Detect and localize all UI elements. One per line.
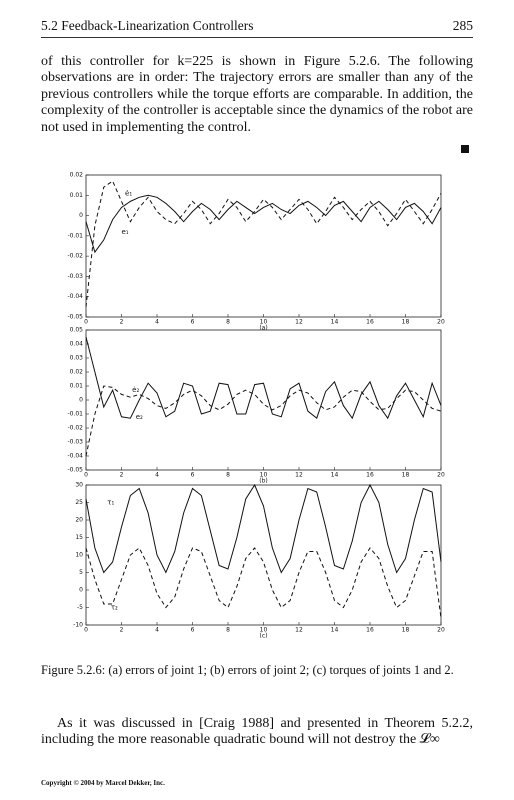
x-tick-label: 4 [155,319,159,326]
x-tick-label: 16 [366,319,374,326]
y-tick-label: 5 [79,569,83,576]
curve-label: τ₁ [107,499,114,507]
data-line [85,336,442,420]
data-line [85,194,442,254]
x-tick-label: 14 [331,319,339,326]
header-rule [41,37,473,38]
y-tick-label: 0.05 [70,327,84,334]
data-line [85,385,442,457]
y-tick-label: -0.05 [67,314,83,321]
copyright-footer: Copyright © 2004 by Marcel Dekker, Inc. [41,779,165,787]
y-tick-label: 15 [75,534,83,541]
x-axis-label: (b) [259,478,268,485]
y-tick-label: 0.04 [70,341,84,348]
y-tick-label: 30 [75,482,83,489]
y-tick-label: 0.02 [70,172,84,179]
x-tick-label: 12 [295,472,303,479]
x-tick-label: 12 [295,319,303,326]
x-tick-label: 0 [84,472,88,479]
y-tick-label: 0 [79,397,83,404]
x-tick-label: 10 [260,627,268,634]
y-tick-label: -0.05 [67,467,83,474]
x-axis-label: (c) [260,633,268,640]
x-tick-label: 2 [120,472,124,479]
x-tick-label: 8 [226,627,230,634]
y-tick-label: 25 [75,499,83,506]
x-tick-label: 14 [331,472,339,479]
data-line [85,180,442,307]
y-tick-label: -0.04 [67,453,83,460]
x-tick-label: 12 [295,627,303,634]
page-number: 285 [452,18,473,33]
section-title: 5.2 Feedback-Linearization Controllers [41,18,254,33]
curve-label: ė₂ [132,386,139,394]
y-tick-label: 10 [75,552,83,559]
x-tick-label: 4 [155,472,159,479]
y-tick-label: -0.04 [67,293,83,300]
y-tick-label: 0.03 [70,355,84,362]
data-line [85,547,442,619]
y-tick-label: 20 [75,517,83,524]
curve-label: e₁ [122,228,129,236]
x-tick-label: 4 [155,627,159,634]
y-tick-label: -0.01 [67,232,83,239]
figure-caption: Figure 5.2.6: (a) errors of joint 1; (b)… [41,663,454,677]
x-tick-label: 2 [120,319,124,326]
running-header: 5.2 Feedback-Linearization Controllers 2… [41,18,473,34]
y-tick-label: -0.01 [67,411,83,418]
y-tick-label: 0.01 [70,192,84,199]
plot-frame [85,174,442,318]
curve-label: ė₁ [125,189,132,197]
x-tick-label: 18 [402,319,410,326]
x-tick-label: 18 [402,472,410,479]
x-tick-label: 14 [331,627,339,634]
curve-label: τ₂ [111,604,118,612]
x-tick-label: 6 [191,472,195,479]
x-axis-label: (a) [259,325,267,332]
x-tick-label: 8 [226,472,230,479]
y-tick-label: 0.02 [70,369,84,376]
paragraph: As it was discussed in [Craig 1988] and … [41,716,473,748]
x-tick-label: 10 [260,319,268,326]
y-tick-label: -0.03 [67,273,83,280]
data-line [85,483,442,574]
y-tick-label: 0 [79,587,83,594]
x-tick-label: 6 [191,627,195,634]
x-tick-label: 20 [437,319,445,326]
x-tick-label: 0 [84,627,88,634]
y-tick-label: 0 [79,212,83,219]
y-tick-label: -0.02 [67,253,83,260]
x-tick-label: 2 [120,627,124,634]
y-tick-label: -5 [77,604,83,611]
x-tick-label: 16 [366,472,374,479]
x-tick-label: 8 [226,319,230,326]
x-tick-label: 18 [402,627,410,634]
x-tick-label: 16 [366,627,374,634]
x-tick-label: 20 [437,627,445,634]
curve-label: e₂ [136,413,143,421]
end-of-proof-mark [461,145,469,153]
x-tick-label: 10 [260,472,268,479]
y-tick-label: -0.02 [67,425,83,432]
x-tick-label: 0 [84,319,88,326]
y-tick-label: -0.03 [67,439,83,446]
y-tick-label: -10 [73,622,83,629]
y-tick-label: 0.01 [70,383,84,390]
paragraph: of this controller for k=225 is shown in… [41,54,473,135]
x-tick-label: 20 [437,472,445,479]
x-tick-label: 6 [191,319,195,326]
